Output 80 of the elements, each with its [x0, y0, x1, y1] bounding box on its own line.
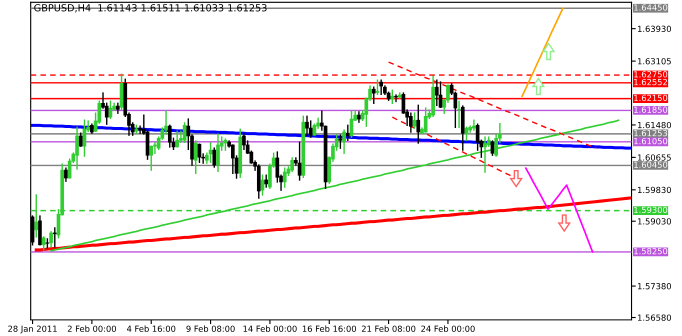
y-tick-label: 1.63105	[638, 58, 671, 64]
candlestick	[290, 157, 294, 172]
x-tick-label: 14 Feb 00:00	[243, 325, 297, 332]
candlestick	[168, 124, 172, 148]
candlestick	[38, 215, 42, 246]
ref-line-label: 1.62552	[634, 78, 667, 86]
candlestick	[52, 227, 57, 248]
candlestick	[412, 112, 416, 129]
ref-line-label: 1.61850	[634, 106, 668, 113]
candlestick	[42, 236, 46, 251]
y-tick-label: 1.63930	[638, 26, 671, 32]
candlestick	[116, 102, 120, 114]
candlestick	[357, 111, 361, 123]
y-tick-label: 1.61480	[638, 122, 671, 128]
y-tick-label: 1.59830	[638, 186, 671, 194]
candlestick	[194, 140, 198, 174]
candlestick	[242, 133, 246, 150]
candlestick	[208, 142, 212, 163]
ref-line-label: 1.61253	[634, 130, 668, 136]
ref-line-label: 1.58250	[634, 248, 668, 254]
y-tick-label: 1.60655	[638, 154, 671, 161]
candlestick	[82, 120, 86, 157]
candlestick	[260, 174, 264, 196]
candlestick	[457, 100, 461, 128]
chart-title: GBPUSD,H4 1.61143 1.61511 1.61033 1.61253	[34, 4, 267, 12]
x-tick-label: 24 Feb 00:00	[421, 325, 475, 332]
x-tick-label: 2 Feb 00:00	[68, 325, 116, 332]
x-tick-label: 21 Feb 08:00	[362, 325, 416, 332]
candlestick	[305, 116, 309, 136]
candlestick	[108, 100, 112, 119]
candlestick	[434, 79, 439, 106]
candlestick	[472, 120, 476, 131]
candlestick	[64, 167, 68, 182]
candlestick	[379, 79, 384, 95]
candlestick	[282, 167, 287, 188]
ref-line-label: 1.64450	[634, 4, 668, 11]
candlestick	[46, 238, 50, 249]
x-tick-label: 9 Feb 08:00	[186, 325, 235, 332]
candlestick	[372, 86, 376, 104]
candlestick	[216, 133, 220, 172]
candlestick	[78, 132, 83, 147]
candlestick	[490, 140, 494, 156]
candlestick	[342, 129, 346, 154]
candlestick	[175, 130, 180, 148]
candlestick	[212, 147, 216, 168]
candlestick	[424, 107, 428, 133]
candlestick	[350, 110, 354, 138]
candlestick	[224, 138, 228, 151]
candlestick	[409, 112, 413, 133]
ref-line-label: 1.62150	[634, 94, 668, 102]
candlestick	[376, 79, 380, 95]
ref-line-label: 1.62750	[634, 71, 668, 78]
candlestick	[182, 122, 186, 143]
candlestick	[120, 74, 124, 110]
candlestick	[464, 126, 468, 141]
candlestick	[438, 81, 442, 108]
candlestick	[483, 136, 487, 173]
candlestick	[49, 231, 53, 248]
y-tick-label: 1.57380	[638, 283, 671, 290]
y-tick-label: 1.56580	[638, 314, 671, 321]
ref-line-label: 1.61050	[634, 138, 668, 144]
candlestick	[90, 123, 94, 134]
candlestick	[390, 90, 394, 104]
line-series	[524, 167, 594, 253]
y-tick-label: 1.59030	[638, 218, 671, 225]
candlestick	[75, 126, 79, 170]
x-tick-label: 16 Feb 16:00	[302, 325, 356, 332]
x-tick-label: 4 Feb 16:00	[126, 325, 176, 332]
candlestick	[264, 174, 268, 188]
x-tick-label: 28 Jan 2011	[8, 326, 57, 334]
candlestick	[198, 144, 202, 163]
line-series	[521, 7, 564, 98]
candlestick	[134, 124, 138, 134]
ref-line-label: 1.59300	[634, 206, 668, 214]
ref-line-label: 1.60450	[634, 162, 668, 168]
candlestick	[346, 124, 350, 141]
candlestick	[298, 142, 302, 181]
candlestick	[416, 104, 420, 144]
line-series	[34, 196, 632, 252]
candlestick	[149, 145, 154, 171]
